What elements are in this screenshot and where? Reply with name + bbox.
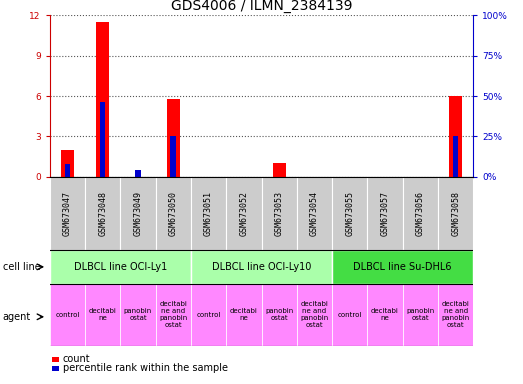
- Text: GSM673049: GSM673049: [133, 190, 142, 236]
- Bar: [120, 177, 155, 250]
- Text: GSM673056: GSM673056: [416, 190, 425, 236]
- Text: decitabi
ne and
panobin
ostat: decitabi ne and panobin ostat: [300, 301, 328, 328]
- Bar: [156, 284, 191, 346]
- Bar: [64, 164, 70, 177]
- Text: DLBCL line Su-DHL6: DLBCL line Su-DHL6: [354, 262, 452, 272]
- Bar: [50, 250, 191, 284]
- Bar: [449, 96, 462, 177]
- Bar: [167, 99, 179, 177]
- Bar: [226, 284, 262, 346]
- Text: GSM673048: GSM673048: [98, 190, 107, 236]
- Bar: [156, 177, 191, 250]
- Text: DLBCL line OCI-Ly10: DLBCL line OCI-Ly10: [212, 262, 311, 272]
- Text: decitabi
ne: decitabi ne: [371, 308, 399, 321]
- Text: GSM673054: GSM673054: [310, 190, 319, 236]
- Title: GDS4006 / ILMN_2384139: GDS4006 / ILMN_2384139: [170, 0, 353, 13]
- Bar: [226, 177, 262, 250]
- Text: GSM673050: GSM673050: [169, 190, 178, 236]
- Bar: [332, 250, 473, 284]
- Bar: [50, 284, 85, 346]
- Bar: [191, 284, 226, 346]
- Text: decitabi
ne and
panobin
ostat: decitabi ne and panobin ostat: [441, 301, 470, 328]
- Bar: [262, 284, 297, 346]
- Text: control: control: [196, 312, 221, 318]
- Bar: [120, 284, 155, 346]
- Text: panobin
ostat: panobin ostat: [124, 308, 152, 321]
- Bar: [135, 170, 141, 177]
- Bar: [50, 177, 85, 250]
- Bar: [100, 103, 106, 177]
- Bar: [85, 177, 120, 250]
- Bar: [191, 250, 332, 284]
- Text: count: count: [63, 354, 90, 364]
- Text: decitabi
ne and
panobin
ostat: decitabi ne and panobin ostat: [159, 301, 187, 328]
- Bar: [367, 177, 403, 250]
- Bar: [332, 284, 367, 346]
- Bar: [191, 177, 226, 250]
- Bar: [332, 177, 367, 250]
- Text: panobin
ostat: panobin ostat: [406, 308, 435, 321]
- Bar: [403, 177, 438, 250]
- Bar: [61, 150, 74, 177]
- Text: percentile rank within the sample: percentile rank within the sample: [63, 363, 228, 373]
- Text: decitabi
ne: decitabi ne: [230, 308, 258, 321]
- Bar: [262, 177, 297, 250]
- Text: GSM673052: GSM673052: [240, 190, 248, 236]
- Bar: [85, 284, 120, 346]
- Text: GSM673047: GSM673047: [63, 190, 72, 236]
- Bar: [297, 284, 332, 346]
- Bar: [438, 177, 473, 250]
- Bar: [367, 284, 403, 346]
- Bar: [403, 284, 438, 346]
- Text: panobin
ostat: panobin ostat: [265, 308, 293, 321]
- Text: agent: agent: [3, 312, 31, 322]
- Bar: [438, 284, 473, 346]
- Text: GSM673058: GSM673058: [451, 190, 460, 236]
- Bar: [170, 136, 176, 177]
- Text: decitabi
ne: decitabi ne: [89, 308, 117, 321]
- Text: control: control: [55, 312, 79, 318]
- Bar: [273, 163, 286, 177]
- Text: GSM673057: GSM673057: [381, 190, 390, 236]
- Text: GSM673051: GSM673051: [204, 190, 213, 236]
- Text: cell line: cell line: [3, 262, 40, 272]
- Text: control: control: [337, 312, 362, 318]
- Bar: [297, 177, 332, 250]
- Text: GSM673053: GSM673053: [275, 190, 283, 236]
- Text: DLBCL line OCI-Ly1: DLBCL line OCI-Ly1: [74, 262, 167, 272]
- Bar: [453, 136, 459, 177]
- Text: GSM673055: GSM673055: [345, 190, 354, 236]
- Bar: [96, 22, 109, 177]
